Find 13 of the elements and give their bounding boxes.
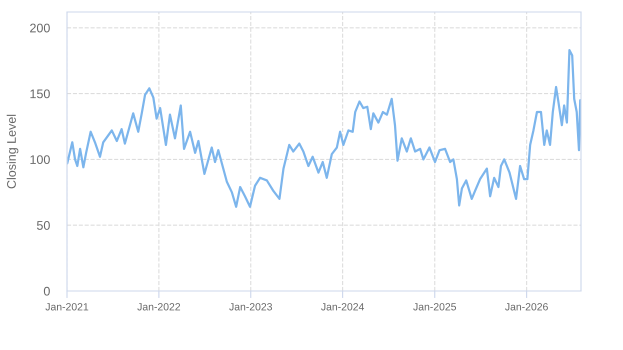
- line-series: [67, 49, 581, 208]
- y-tick-label: 0: [44, 286, 50, 296]
- y-tick-label: 200: [30, 24, 50, 32]
- x-tick-label: Jan-2024: [321, 303, 364, 310]
- y-tick-label: 50: [36, 221, 50, 230]
- x-tick-label: Jan-2026: [505, 303, 548, 310]
- x-tick-label: Jan-2023: [229, 303, 272, 310]
- y-tick-label: 100: [30, 155, 50, 164]
- y-axis-title: Closing Level: [6, 114, 18, 188]
- x-tick-label: Jan-2025: [413, 303, 456, 310]
- x-tick-label: Jan-2021: [45, 303, 88, 310]
- y-tick-label: 150: [30, 89, 50, 98]
- x-tick-label: Jan-2022: [137, 303, 180, 310]
